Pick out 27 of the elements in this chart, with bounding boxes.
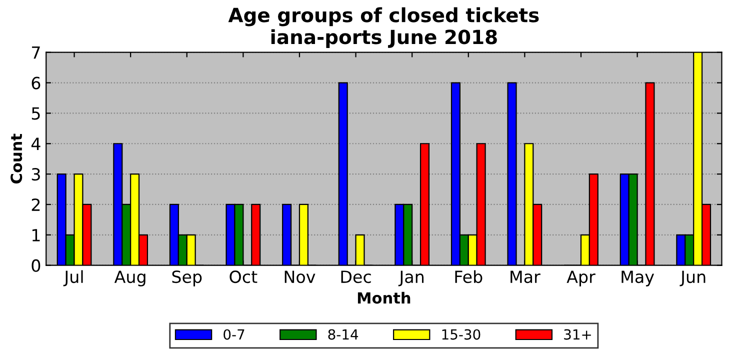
- x-tick-label: Mar: [510, 270, 540, 284]
- legend-label: 8-14: [328, 329, 358, 340]
- y-tick-label: 1: [32, 229, 40, 242]
- legend-label: 15-30: [442, 329, 480, 340]
- legend-label: 31+: [564, 329, 591, 340]
- x-tick-label: Apr: [566, 270, 596, 286]
- x-tick-label: May: [622, 270, 654, 286]
- x-tick-label: Jul: [63, 270, 83, 286]
- x-tick-label: Dec: [341, 270, 371, 284]
- chart-title: Age groups of closed tickets iana-ports June 2018: [228, 7, 539, 48]
- y-tick-label: 3: [32, 168, 40, 181]
- y-tick-label: 4: [31, 138, 40, 150]
- y-tick-label: 5: [32, 107, 40, 120]
- legend-label: 0-7: [224, 329, 244, 340]
- x-tick-label: Oct: [230, 270, 258, 284]
- x-tick-label: Sep: [172, 270, 202, 286]
- y-axis-title: Count: [10, 134, 22, 184]
- y-tick-label: 7: [32, 46, 40, 59]
- y-tick-label: 2: [32, 198, 40, 211]
- y-tick-label: 6: [32, 76, 40, 90]
- x-tick-label: Jun: [680, 270, 706, 286]
- x-axis-title: Month: [358, 292, 410, 304]
- x-tick-label: Aug: [114, 270, 146, 286]
- y-tick-label: 0: [32, 259, 40, 272]
- x-tick-label: Nov: [284, 270, 316, 284]
- x-tick-label: Feb: [455, 270, 482, 284]
- x-tick-label: Jan: [398, 270, 424, 286]
